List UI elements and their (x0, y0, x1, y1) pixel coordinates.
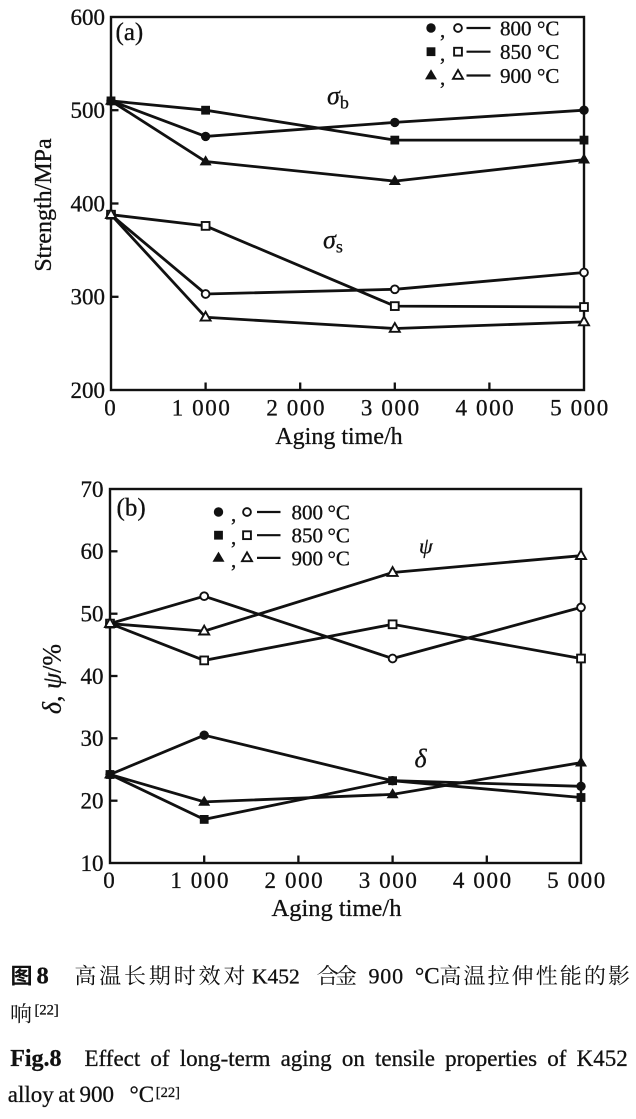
svg-text:200: 200 (71, 378, 106, 403)
svg-text:500: 500 (71, 98, 106, 123)
svg-text:10: 10 (81, 851, 104, 876)
svg-text:1 000: 1 000 (172, 395, 232, 420)
svg-text:600: 600 (71, 5, 106, 30)
svg-text:0: 0 (103, 868, 115, 893)
svg-text:400: 400 (71, 191, 106, 216)
svg-text:,: , (231, 548, 236, 572)
svg-text:,: , (440, 66, 445, 90)
svg-text:5 000: 5 000 (547, 868, 607, 893)
svg-text:8: 8 (37, 963, 49, 990)
svg-text:Strength/MPa: Strength/MPa (31, 138, 57, 272)
svg-text:900: 900 (292, 546, 324, 570)
svg-text:[22]: [22] (156, 1085, 180, 1101)
svg-text:°C: °C (415, 964, 440, 989)
svg-text:1 000: 1 000 (170, 868, 230, 893)
svg-text:3 000: 3 000 (361, 395, 421, 420)
svg-text:°C: °C (537, 40, 559, 64)
svg-text:5 000: 5 000 (550, 395, 610, 420)
svg-text:4 000: 4 000 (453, 868, 513, 893)
svg-text:300: 300 (71, 285, 106, 310)
svg-text:ψ: ψ (419, 534, 433, 559)
svg-text:°C: °C (328, 524, 350, 548)
svg-text:(a): (a) (116, 19, 144, 46)
svg-text:Effect of long-term aging on t: Effect of long-term aging on tensile pro… (85, 1046, 628, 1071)
svg-text:2 000: 2 000 (266, 395, 326, 420)
svg-text:Aging time/h: Aging time/h (275, 424, 402, 450)
svg-text:850: 850 (292, 524, 324, 548)
svg-text:850: 850 (500, 40, 532, 64)
svg-text:800: 800 (500, 16, 532, 40)
svg-text:Aging time/h: Aging time/h (272, 895, 402, 922)
svg-text:°C: °C (537, 64, 559, 88)
svg-text:50: 50 (81, 602, 104, 627)
svg-text:,: , (440, 42, 445, 66)
svg-text:δ: δ (415, 744, 428, 773)
svg-text:900: 900 (369, 964, 404, 989)
svg-text:20: 20 (81, 789, 104, 814)
svg-text:60: 60 (81, 539, 104, 564)
svg-text:alloy at 900: alloy at 900 (8, 1082, 114, 1107)
svg-text:Fig.8: Fig.8 (10, 1046, 61, 1072)
svg-text:,: , (231, 502, 236, 526)
svg-text:70: 70 (81, 477, 104, 502)
svg-text:°C: °C (130, 1082, 155, 1107)
svg-text:4 000: 4 000 (456, 395, 516, 420)
svg-text:,: , (440, 18, 445, 42)
svg-text:30: 30 (81, 726, 104, 751)
svg-text:[22]: [22] (35, 1002, 59, 1018)
svg-text:δ, ψ/%: δ, ψ/% (38, 644, 67, 714)
svg-text:°C: °C (328, 500, 350, 524)
svg-text:800: 800 (292, 500, 324, 524)
svg-text:3 000: 3 000 (359, 868, 419, 893)
svg-text:°C: °C (537, 16, 559, 40)
svg-text:,: , (231, 525, 236, 549)
svg-text:(b): (b) (117, 495, 146, 522)
svg-text:2 000: 2 000 (265, 868, 325, 893)
svg-text:K452: K452 (252, 965, 300, 989)
svg-text:40: 40 (81, 664, 104, 689)
svg-text:°C: °C (328, 546, 350, 570)
svg-text:0: 0 (104, 395, 116, 420)
svg-text:900: 900 (500, 64, 532, 88)
